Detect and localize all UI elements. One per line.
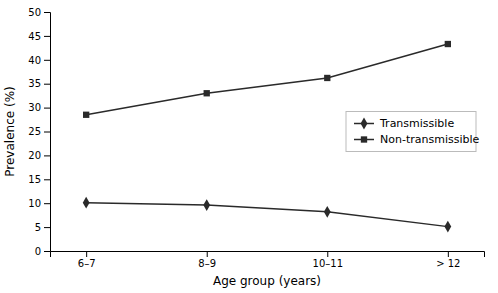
legend: Transmissible Non-transmissible [346, 112, 480, 152]
y-tick: 30 [28, 102, 50, 113]
y-tick-label: 10 [28, 198, 41, 209]
x-tick-label: > 12 [436, 258, 460, 269]
y-tick-mark [44, 60, 50, 61]
point [204, 90, 210, 96]
series-line [86, 44, 448, 115]
x-tick-mark [207, 251, 208, 257]
y-tick-label: 40 [28, 55, 41, 66]
plot: 6–7 8–9 10–11 > 12 0 5 10 15 20 25 30 35 40 45 50 Trans… [28, 7, 484, 269]
y-tick-label: 15 [28, 174, 41, 185]
y-tick-mark [44, 227, 50, 228]
x-tick: 6–7 [78, 251, 96, 269]
x-tick: 8–9 [198, 251, 216, 269]
y-tick-mark [44, 84, 50, 85]
y-tick: 20 [28, 150, 50, 161]
y-tick: 5 [35, 222, 50, 233]
point [445, 41, 451, 47]
y-tick-mark [44, 36, 50, 37]
y-tick-mark [44, 108, 50, 109]
y-tick: 50 [28, 7, 50, 18]
x-axis: 6–7 8–9 10–11 > 12 [51, 251, 485, 269]
y-tick: 10 [28, 198, 50, 209]
legend-item: Transmissible [354, 117, 454, 130]
y-tick-mark [44, 12, 50, 13]
y-tick-mark [44, 155, 50, 156]
y-tick-label: 0 [35, 246, 41, 257]
y-tick-label: 50 [28, 7, 41, 18]
y-tick-mark [44, 179, 50, 180]
y-tick: 40 [28, 55, 50, 66]
y-tick-label: 35 [28, 78, 41, 89]
x-tick: 10–11 [313, 251, 343, 269]
point [324, 75, 330, 81]
x-tick: > 12 [436, 251, 460, 269]
y-tick-label: 25 [28, 126, 41, 137]
point [83, 197, 90, 209]
point [444, 221, 451, 233]
point [203, 199, 210, 211]
y-tick-label: 30 [28, 102, 41, 113]
legend-swatch-marker [361, 118, 368, 130]
y-tick-label: 45 [28, 31, 41, 42]
y-tick-label: 5 [35, 222, 41, 233]
legend-swatch-marker [361, 136, 367, 142]
x-tick-label: 6–7 [78, 258, 96, 269]
x-tick-mark [448, 251, 449, 257]
chart: 6–7 8–9 10–11 > 12 0 5 10 15 20 25 30 35 40 45 50 Trans… [0, 0, 498, 293]
y-tick-mark [44, 132, 50, 133]
y-tick: 35 [28, 78, 50, 89]
x-tick-label: 10–11 [313, 258, 343, 269]
point [324, 206, 331, 218]
y-tick: 0 [35, 246, 50, 257]
y-tick-label: 20 [28, 150, 41, 161]
y-tick-mark [44, 251, 50, 252]
legend-item: Non-transmissible [354, 133, 480, 146]
series-line [86, 203, 448, 227]
point [83, 112, 89, 118]
y-tick: 15 [28, 174, 50, 185]
x-tick-label: 8–9 [198, 258, 216, 269]
x-axis-line [51, 252, 485, 258]
x-tick-mark [86, 251, 87, 257]
y-axis-title: Prevalence (%) [3, 86, 17, 176]
y-tick: 25 [28, 126, 50, 137]
y-tick-mark [44, 203, 50, 204]
y-axis: 0 5 10 15 20 25 30 35 40 45 50 [28, 7, 50, 257]
legend-label: Non-transmissible [380, 133, 480, 146]
y-tick: 45 [28, 31, 50, 42]
y-axis-line [44, 13, 51, 252]
legend-label: Transmissible [379, 117, 454, 130]
x-tick-mark [327, 251, 328, 257]
x-axis-title: Age group (years) [213, 274, 321, 288]
